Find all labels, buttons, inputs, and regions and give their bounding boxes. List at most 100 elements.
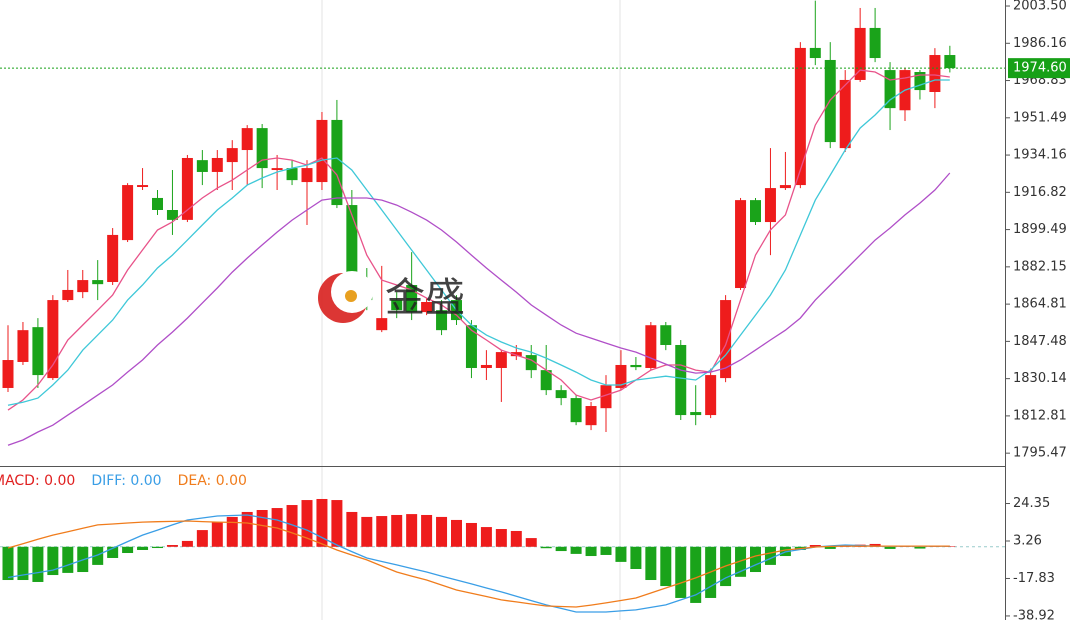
candle-body	[346, 205, 358, 301]
macd-bar	[107, 546, 119, 558]
macd-bar	[301, 500, 313, 547]
candle-body	[555, 390, 567, 399]
macd-bar	[376, 516, 388, 547]
candle-body	[286, 168, 298, 181]
line-series	[7, 514, 950, 613]
candle-body	[839, 79, 851, 149]
macd-bar	[750, 546, 761, 573]
candle-body	[735, 200, 747, 289]
line-series	[7, 520, 950, 608]
macd-bar	[331, 500, 343, 547]
last-price-box	[1008, 58, 1070, 79]
candle-body	[929, 55, 941, 92]
candle-body	[480, 364, 492, 368]
macd-bar	[465, 522, 477, 547]
line-series	[7, 79, 950, 406]
candle-body	[316, 119, 328, 183]
macd-bar	[196, 530, 208, 547]
candle-body	[152, 197, 163, 211]
watermark-text: 金盛	[385, 275, 465, 321]
candle-body	[32, 327, 44, 376]
macd-bar	[480, 527, 492, 547]
macd-bar	[690, 546, 702, 603]
candle-body	[301, 168, 313, 183]
macd-bar	[2, 546, 14, 581]
candle-body	[570, 398, 582, 423]
y-tick-label: 1934.16	[1013, 148, 1067, 163]
macd-bar	[555, 546, 567, 552]
candle-body	[764, 188, 776, 223]
candle-body	[421, 301, 433, 313]
macd-bar	[226, 516, 238, 547]
y-tick-label: 1830.14	[1013, 371, 1067, 386]
candle-body	[779, 185, 791, 189]
candle-body	[675, 344, 687, 416]
candle-body	[869, 27, 881, 59]
y-tick-label: -17.83	[1013, 571, 1055, 586]
candle-body	[600, 385, 612, 409]
macd-bar	[944, 546, 956, 547]
candle-body	[809, 47, 821, 59]
macd-bar	[137, 546, 149, 550]
last-price-label: 1974.60	[1013, 61, 1067, 76]
macd-bar	[286, 505, 298, 547]
candle-body	[17, 330, 29, 362]
candle-body	[271, 168, 283, 171]
candle-body	[750, 200, 761, 223]
candle-body	[465, 325, 477, 368]
macd-bar	[630, 546, 642, 569]
candle-body	[854, 27, 866, 80]
y-tick-label: 1899.49	[1013, 222, 1067, 237]
candle-body	[914, 72, 926, 91]
macd-bar	[600, 546, 612, 555]
candle-body	[181, 157, 193, 220]
watermark: 金盛	[318, 271, 465, 323]
y-tick-label: 1812.81	[1013, 408, 1067, 423]
y-tick-label: 1795.47	[1013, 446, 1067, 461]
macd-bar	[17, 546, 29, 581]
macd-bar	[809, 545, 821, 547]
macd-bar	[570, 546, 582, 554]
legend-entry: DIFF: 0.00	[91, 473, 161, 489]
candle-body	[391, 300, 403, 311]
candle-body	[256, 128, 268, 169]
candle-body	[585, 406, 597, 426]
candle-body	[645, 325, 657, 368]
candle-body	[510, 352, 522, 357]
macd-bar	[735, 546, 747, 577]
macd-bar	[152, 546, 163, 549]
candle-body	[77, 280, 89, 293]
candle-body	[137, 185, 149, 188]
macd-bar	[166, 545, 178, 547]
legend-entry: DEA: 0.00	[178, 473, 247, 489]
candle-body	[62, 289, 74, 301]
candle-body	[705, 375, 717, 416]
line-series	[7, 69, 950, 411]
candle-body	[794, 47, 806, 186]
logo-dot	[345, 290, 357, 302]
y-tick-label: 1916.82	[1013, 185, 1067, 200]
candle-body	[241, 128, 253, 151]
candle-body	[615, 364, 627, 388]
macd-bar	[675, 546, 687, 598]
line-series	[7, 172, 951, 446]
candle-body	[720, 300, 732, 379]
candle-body	[331, 119, 343, 206]
candle-body	[406, 285, 418, 313]
y-tick-label: 3.26	[1013, 533, 1042, 548]
candle-body	[690, 412, 702, 416]
candle-body	[376, 318, 388, 331]
macd-bar	[62, 546, 74, 573]
macd-bar	[361, 516, 373, 547]
macd-bar	[316, 498, 328, 547]
macd-bar	[615, 546, 627, 562]
macd-bar	[92, 546, 104, 565]
macd-bar	[884, 546, 896, 549]
macd-bar	[495, 529, 507, 547]
macd-bar	[525, 538, 537, 547]
candle-body	[630, 364, 642, 368]
candle-body	[884, 70, 896, 109]
candle-body	[436, 310, 448, 331]
macd-bar	[421, 514, 433, 547]
